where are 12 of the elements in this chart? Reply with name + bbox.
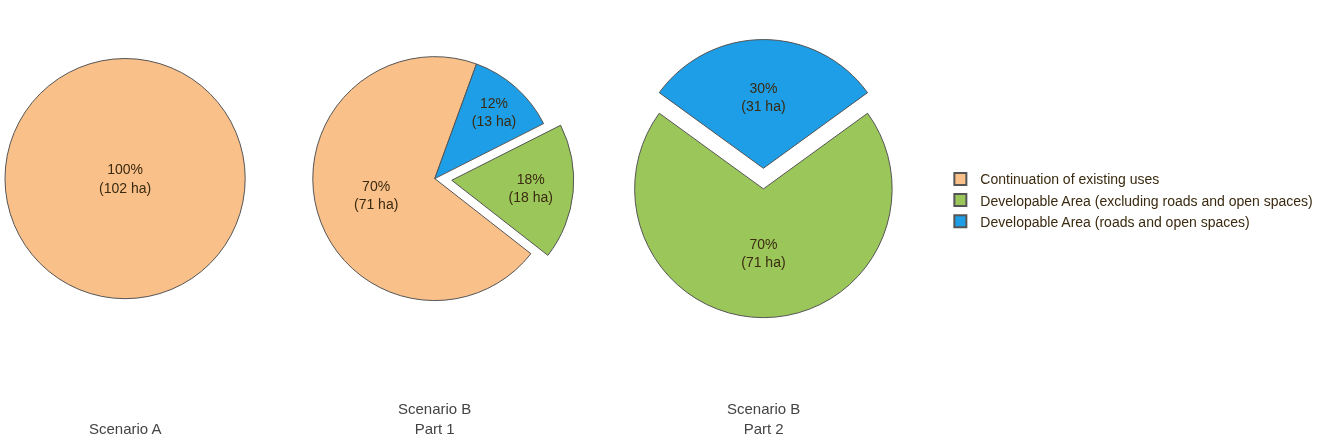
legend-label: Developable Area (excluding roads and open spaces) (980, 192, 1313, 209)
legend-label: Continuation of existing uses (980, 171, 1160, 188)
data-label: 12% (13 ha) (471, 94, 517, 130)
data-label: 18% (18 ha) (508, 170, 553, 206)
text: Scenario B Part 1 (398, 400, 472, 437)
data-label: 30% (31 ha) (741, 80, 786, 115)
data-label: 70% (71 ha) (741, 236, 786, 271)
text: Scenario B Part 2 (727, 400, 801, 437)
legend-label: Developable Area (roads and open spaces) (980, 213, 1250, 230)
text: Scenario A (89, 420, 162, 437)
data-label: 100% (102 ha) (99, 161, 152, 196)
data-label: 70% (71 ha) (353, 178, 399, 213)
